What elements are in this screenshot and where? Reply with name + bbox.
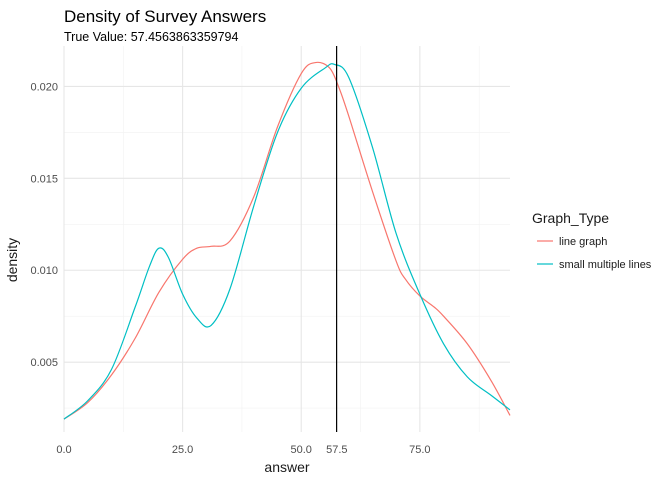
y-axis-ticks: 0.005 0.010 0.015 0.020 — [30, 81, 58, 369]
series-line-1 — [63, 61, 511, 420]
grid-lines — [63, 46, 510, 432]
x-tick-label: 75.0 — [409, 444, 430, 456]
chart-title: Density of Survey Answers — [64, 7, 266, 26]
legend-label-1: line graph — [559, 236, 607, 248]
x-tick-label: 57.5 — [326, 444, 347, 456]
x-tick-label: 0.0 — [56, 444, 71, 456]
legend-title: Graph_Type — [532, 210, 609, 226]
y-tick-label: 0.010 — [30, 265, 58, 277]
x-tick-label: 50.0 — [291, 444, 312, 456]
y-tick-label: 0.020 — [30, 81, 58, 93]
y-tick-label: 0.015 — [30, 173, 58, 185]
y-axis-title: density — [4, 238, 20, 282]
legend: Graph_Type line graph small multiple line… — [532, 210, 652, 271]
legend-label-2: small multiple lines — [559, 259, 652, 271]
legend-items: line graph small multiple lines — [537, 236, 652, 271]
y-tick-label: 0.005 — [30, 357, 58, 369]
x-axis-ticks: 0.0 25.0 50.0 57.5 75.0 — [56, 444, 430, 456]
x-tick-label: 25.0 — [172, 444, 193, 456]
series-layer — [63, 61, 511, 420]
x-axis-title: answer — [264, 459, 309, 475]
series-line-2 — [63, 63, 511, 420]
chart-subtitle: True Value: 57.4563863359794 — [64, 30, 238, 44]
